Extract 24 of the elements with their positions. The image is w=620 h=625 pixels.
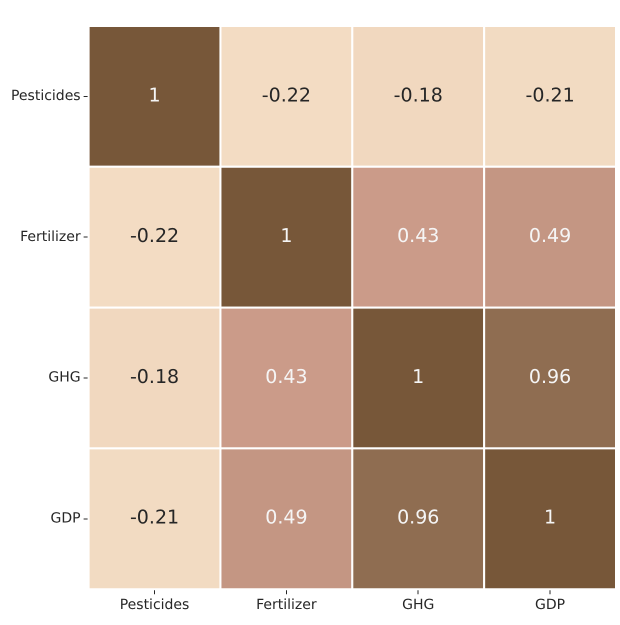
y-tick-label: Fertilizer: [20, 228, 81, 245]
data-label: -0.18: [130, 366, 180, 388]
data-label: -0.21: [130, 506, 180, 529]
x-tick-label: Pesticides: [120, 597, 190, 614]
data-label: -0.22: [130, 225, 180, 248]
data-label: 1: [280, 225, 292, 248]
data-label: 0.49: [265, 506, 308, 529]
data-label: 0.96: [528, 366, 572, 388]
x-tick-label: GHG: [402, 597, 434, 614]
data-label: 1: [148, 84, 161, 106]
x-tick-label: Fertilizer: [256, 597, 317, 614]
data-label: 0.49: [528, 225, 572, 248]
data-label: 0.43: [265, 366, 308, 388]
y-tick-label: Pesticides: [10, 88, 81, 104]
y-tick-label: GDP: [50, 510, 81, 526]
data-label: -0.21: [525, 84, 575, 106]
data-label: 1: [544, 506, 556, 529]
data-label: 1: [412, 366, 424, 388]
data-label: -0.22: [262, 84, 311, 106]
data-label: -0.18: [394, 84, 443, 106]
x-tick-label: GDP: [535, 597, 566, 614]
data-label: 0.43: [397, 225, 440, 248]
y-tick-label: GHG: [48, 370, 81, 386]
data-label: 0.96: [397, 506, 440, 529]
